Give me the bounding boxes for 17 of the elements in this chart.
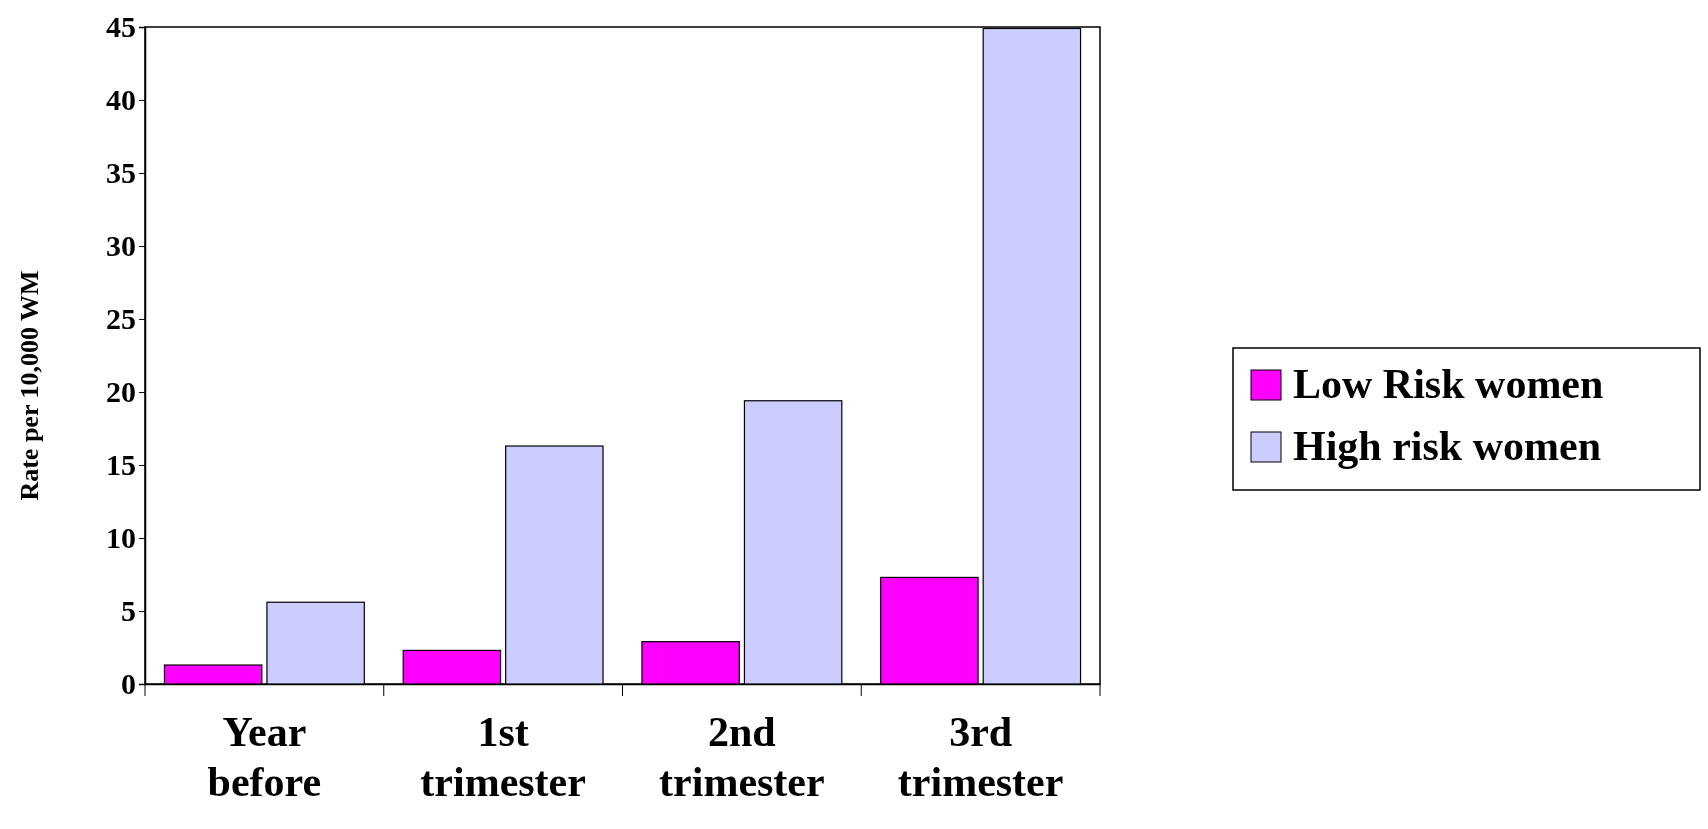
y-tick-label: 45: [106, 10, 136, 44]
y-tick-label: 35: [106, 156, 136, 190]
y-tick-label: 25: [106, 302, 136, 336]
x-tick-label: 2nd trimester: [659, 709, 825, 805]
legend-label: High risk women: [1293, 423, 1602, 469]
y-tick-label: 20: [106, 375, 136, 409]
y-tick-label: 30: [106, 229, 136, 263]
y-tick-label: 0: [121, 667, 136, 701]
y-axis-title: Rate per 10,000 WM: [15, 270, 44, 501]
y-tick-label: 10: [106, 521, 136, 555]
y-tick-label: 15: [106, 448, 136, 482]
x-tick-label: 1st trimester: [420, 709, 586, 805]
x-tick-label: 3rd trimester: [897, 709, 1064, 805]
x-tick-label: Year before: [207, 709, 322, 805]
y-tick-label: 40: [106, 83, 136, 117]
legend-label: Low Risk women: [1293, 361, 1604, 407]
y-tick-label: 5: [121, 594, 136, 628]
